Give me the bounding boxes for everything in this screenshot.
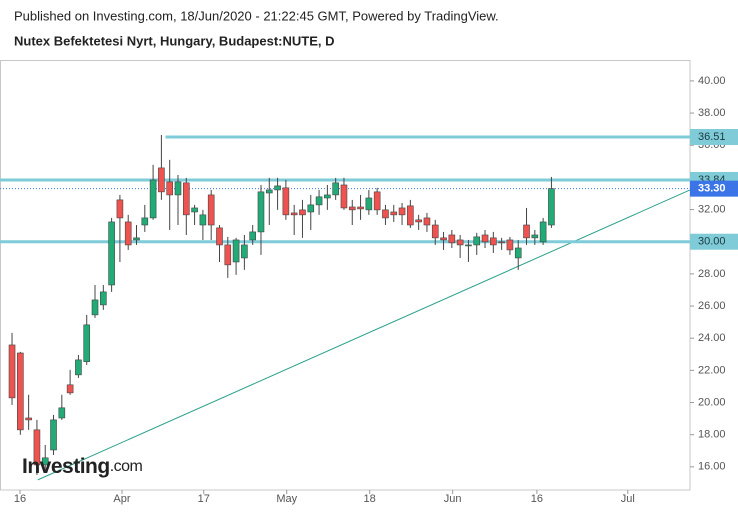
publisher-note: Published on Investing.com, 18/Jun/2020 … xyxy=(14,8,499,23)
candle-body xyxy=(531,234,539,239)
candle-body xyxy=(423,217,431,226)
candle-body xyxy=(66,384,74,394)
candle-body xyxy=(315,196,323,206)
y-tick-label: 40.00 xyxy=(698,75,726,87)
x-tick-label: 18 xyxy=(364,493,376,505)
y-tick-label: 22.00 xyxy=(698,364,726,376)
candle-body xyxy=(548,188,555,226)
candle-body xyxy=(506,239,514,251)
candle-body xyxy=(108,221,115,286)
candle-body xyxy=(199,214,207,226)
candle-body xyxy=(523,224,530,239)
y-tick-label: 32.00 xyxy=(698,203,726,215)
y-tick-label: 24.00 xyxy=(698,332,726,344)
candle-body xyxy=(75,359,82,376)
candle-body xyxy=(232,239,240,263)
candle-body xyxy=(100,291,107,306)
candle-body xyxy=(514,247,522,259)
candle-body xyxy=(498,241,505,244)
logo-suffix: .com xyxy=(110,458,143,475)
candle-body xyxy=(357,206,364,210)
candle-body xyxy=(265,189,273,194)
candle-body xyxy=(257,191,265,233)
candle-body xyxy=(174,181,182,196)
plot-frame xyxy=(0,60,691,491)
candle-body xyxy=(307,204,315,213)
level-label: 30.00 xyxy=(698,236,726,248)
logo: Investing.com xyxy=(22,455,143,478)
candle-body xyxy=(274,185,281,191)
candle-body xyxy=(158,167,165,193)
level-label: 36.51 xyxy=(698,131,726,143)
x-tick-label: 16 xyxy=(14,493,26,505)
candle-body xyxy=(398,207,406,216)
candle-body xyxy=(25,417,32,421)
candle-body xyxy=(340,184,348,209)
candle-body xyxy=(407,205,414,226)
candle-body xyxy=(332,182,339,196)
candle-body xyxy=(83,324,91,362)
level-badge xyxy=(690,233,738,250)
candle-body xyxy=(324,194,331,199)
candle-body xyxy=(456,239,464,246)
candle-body xyxy=(415,219,422,223)
logo-main: Investing xyxy=(22,455,110,478)
candle-body xyxy=(141,217,149,226)
candle-body xyxy=(382,209,389,219)
candle-body xyxy=(17,352,24,431)
x-tick-label: 16 xyxy=(531,493,543,505)
candle-body xyxy=(133,237,140,241)
y-tick-label: 20.00 xyxy=(698,396,726,408)
candle-body xyxy=(191,207,198,213)
candle-body xyxy=(448,234,456,244)
candle-body xyxy=(373,191,381,211)
y-tick-label: 26.00 xyxy=(698,300,726,312)
y-tick-label: 38.00 xyxy=(698,107,726,119)
candle-body xyxy=(182,182,190,216)
last-price-badge xyxy=(690,180,738,197)
x-tick-label: Jun xyxy=(444,493,462,505)
last-price-label: 33.30 xyxy=(698,183,726,195)
y-tick-label: 28.00 xyxy=(698,268,726,280)
candle-body xyxy=(241,244,248,259)
candle-body xyxy=(290,212,298,216)
x-tick-label: 17 xyxy=(198,493,210,505)
candle-body xyxy=(299,209,306,216)
x-tick-label: Jul xyxy=(621,493,635,505)
candle-body xyxy=(539,221,547,243)
x-tick-label: May xyxy=(276,493,297,505)
candle-body xyxy=(390,211,398,216)
candle-body xyxy=(149,179,157,219)
candle-body xyxy=(465,244,472,247)
candle-body xyxy=(365,197,373,211)
candle-body xyxy=(473,236,481,246)
candle-body xyxy=(249,231,256,241)
y-tick-label: 18.00 xyxy=(698,429,726,441)
candle-body xyxy=(124,221,132,246)
trendline xyxy=(37,189,691,481)
candle-body xyxy=(481,234,489,243)
candle-body xyxy=(207,194,215,226)
candle-body xyxy=(116,199,124,219)
candle-body xyxy=(431,224,439,239)
candle-body xyxy=(58,407,66,419)
candle-body xyxy=(166,181,173,196)
candle-body xyxy=(282,187,290,216)
candle-body xyxy=(33,429,41,466)
candle-body xyxy=(348,206,356,211)
candle-body xyxy=(41,457,49,466)
candle-body xyxy=(50,419,57,451)
candle-body xyxy=(440,237,447,241)
x-tick-label: Apr xyxy=(113,493,130,505)
candle-body xyxy=(8,344,16,399)
candle-body xyxy=(224,244,232,266)
candle-body xyxy=(91,299,99,316)
chart-title: Nutex Befektetesi Nyrt, Hungary, Budapes… xyxy=(14,33,335,48)
candle-body xyxy=(490,237,497,246)
candle-body xyxy=(216,227,223,246)
level-badge xyxy=(690,129,738,146)
y-tick-label: 16.00 xyxy=(698,461,726,473)
